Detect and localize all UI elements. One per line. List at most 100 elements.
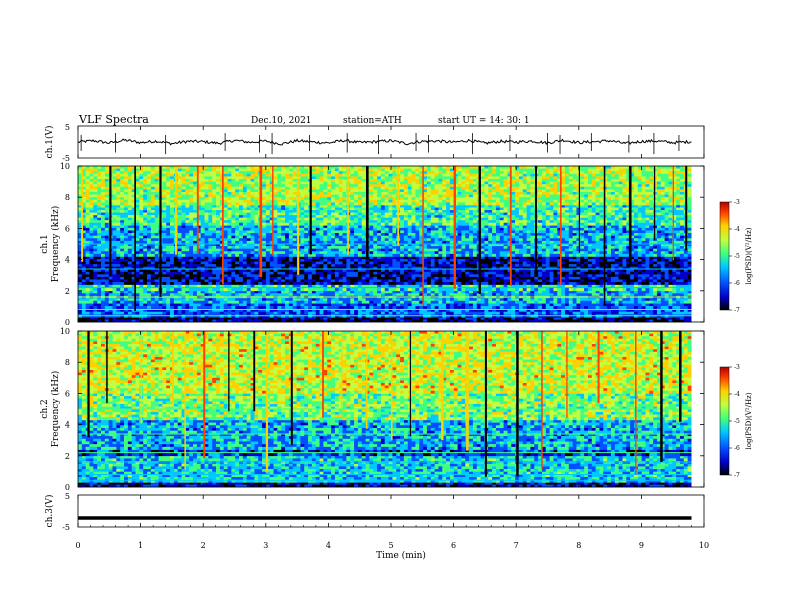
spectrogram-cell [196,287,202,292]
spectrogram-cell [430,279,435,283]
spectrogram-cell [419,227,424,231]
spectrogram-cell [373,300,378,304]
spectrogram-cell [568,238,574,242]
spectrogram-cell [584,298,589,302]
spectrogram-cell [599,261,604,265]
spectrogram-cell [561,279,566,283]
spectrogram-cell [143,303,148,307]
spectrogram-cell [223,227,228,231]
spectrogram-cell [415,290,420,294]
spectrogram-cell [561,264,566,267]
spectrogram-cell [166,264,171,267]
spectrogram-cell [258,298,263,302]
spectrogram-cell [101,264,106,267]
spectrogram-cell [645,256,650,260]
spectrogram-cell [480,271,485,275]
spectrogram-cell [227,261,232,265]
spectrogram-cell [212,271,217,275]
spectrogram-cell [453,298,458,302]
spectrogram-cell [254,269,259,273]
spectrogram-cell [526,311,531,315]
spectrogram-cell [614,259,620,262]
spectrogram-cell [373,233,378,236]
spectrogram-cell [331,238,336,242]
spectrogram-cell [342,235,347,239]
spectrogram-cell [300,238,305,242]
spectrogram-cell [101,308,106,313]
spectrogram-cell [285,256,290,260]
spectrogram-cell [277,311,282,315]
spectrogram-cell [319,303,324,307]
spectrogram-cell [541,319,547,323]
spectrogram-cell [177,225,182,229]
spectrogram-cell [572,274,577,278]
spectrogram-cell [281,311,286,315]
spectrogram-cell [538,269,543,273]
spectrogram-cell [170,235,175,239]
spectrogram-cell [403,284,409,288]
spectrogram-cell [212,274,217,278]
spectrogram-cell [687,306,692,310]
spectrogram-cell [495,317,501,320]
spectrogram-cell [346,269,351,273]
spectrogram-cell [193,269,198,273]
spectrogram-cell [108,287,113,292]
spectrogram-cell [124,300,129,304]
spectrogram-cell [461,256,466,260]
spectrogram-cell [162,230,167,234]
spectrogram-cell [580,271,585,275]
spectrogram-cell [357,238,363,242]
spectrogram-cell [557,269,562,273]
spectrogram-cell [116,259,121,262]
spectrogram-cell [584,227,589,231]
spectrogram-cell [338,282,343,285]
spectrogram-cell [177,235,182,239]
spectrogram-cell [687,269,692,273]
spectrogram-cell [434,319,439,323]
spectrogram-cell [396,306,401,310]
spectrogram-cell [423,233,428,236]
spectrogram-cell [85,235,90,239]
spectrogram-cell [78,300,83,304]
spectrogram-cell [503,261,508,265]
spectrogram-cell [430,284,435,288]
spectrogram-cell [557,290,562,294]
spectrogram-cell [492,233,497,236]
spectrogram-cell [630,282,635,285]
spectrogram-cell [595,276,600,280]
spectrogram-cell [265,303,271,307]
spectrogram-cell [530,233,535,236]
spectrogram-cell [561,284,566,288]
spectrogram-cell [672,271,677,275]
spectrogram-cell [591,266,597,270]
spectrogram-cell [392,266,397,270]
spectrogram-cell [311,287,317,292]
spectrogram-cell [292,311,297,315]
spectrogram-cell [434,261,439,265]
spectrogram-cell [457,271,462,275]
spectrogram-cell [388,284,393,288]
spectrogram-cell [553,282,558,285]
spectrogram-cell [97,282,102,285]
spectrogram-cell [499,298,504,302]
spectrogram-cell [499,274,504,278]
spectrogram-cell [212,227,217,231]
spectrogram-cell [488,261,493,265]
spectrogram-cell [170,261,175,265]
spectrogram-cell [553,303,558,307]
spectrogram-cell [254,311,259,315]
spectrogram-cell [208,298,213,302]
spectrogram-cell [572,230,577,234]
spectrogram-cell [177,287,182,292]
spectrogram-cell [472,261,478,265]
spectrogram-cell [281,266,286,270]
spectrogram-cell [607,230,612,234]
spectrogram-cell [327,284,332,288]
spectrogram-cell [273,227,278,231]
spectrogram-cell [407,227,412,231]
spectrogram-cell [449,308,455,313]
spectrogram-cell [434,274,439,278]
spectrogram-cell [185,293,190,297]
spectrogram-cell [127,282,133,285]
spectrogram-cell [177,227,182,231]
